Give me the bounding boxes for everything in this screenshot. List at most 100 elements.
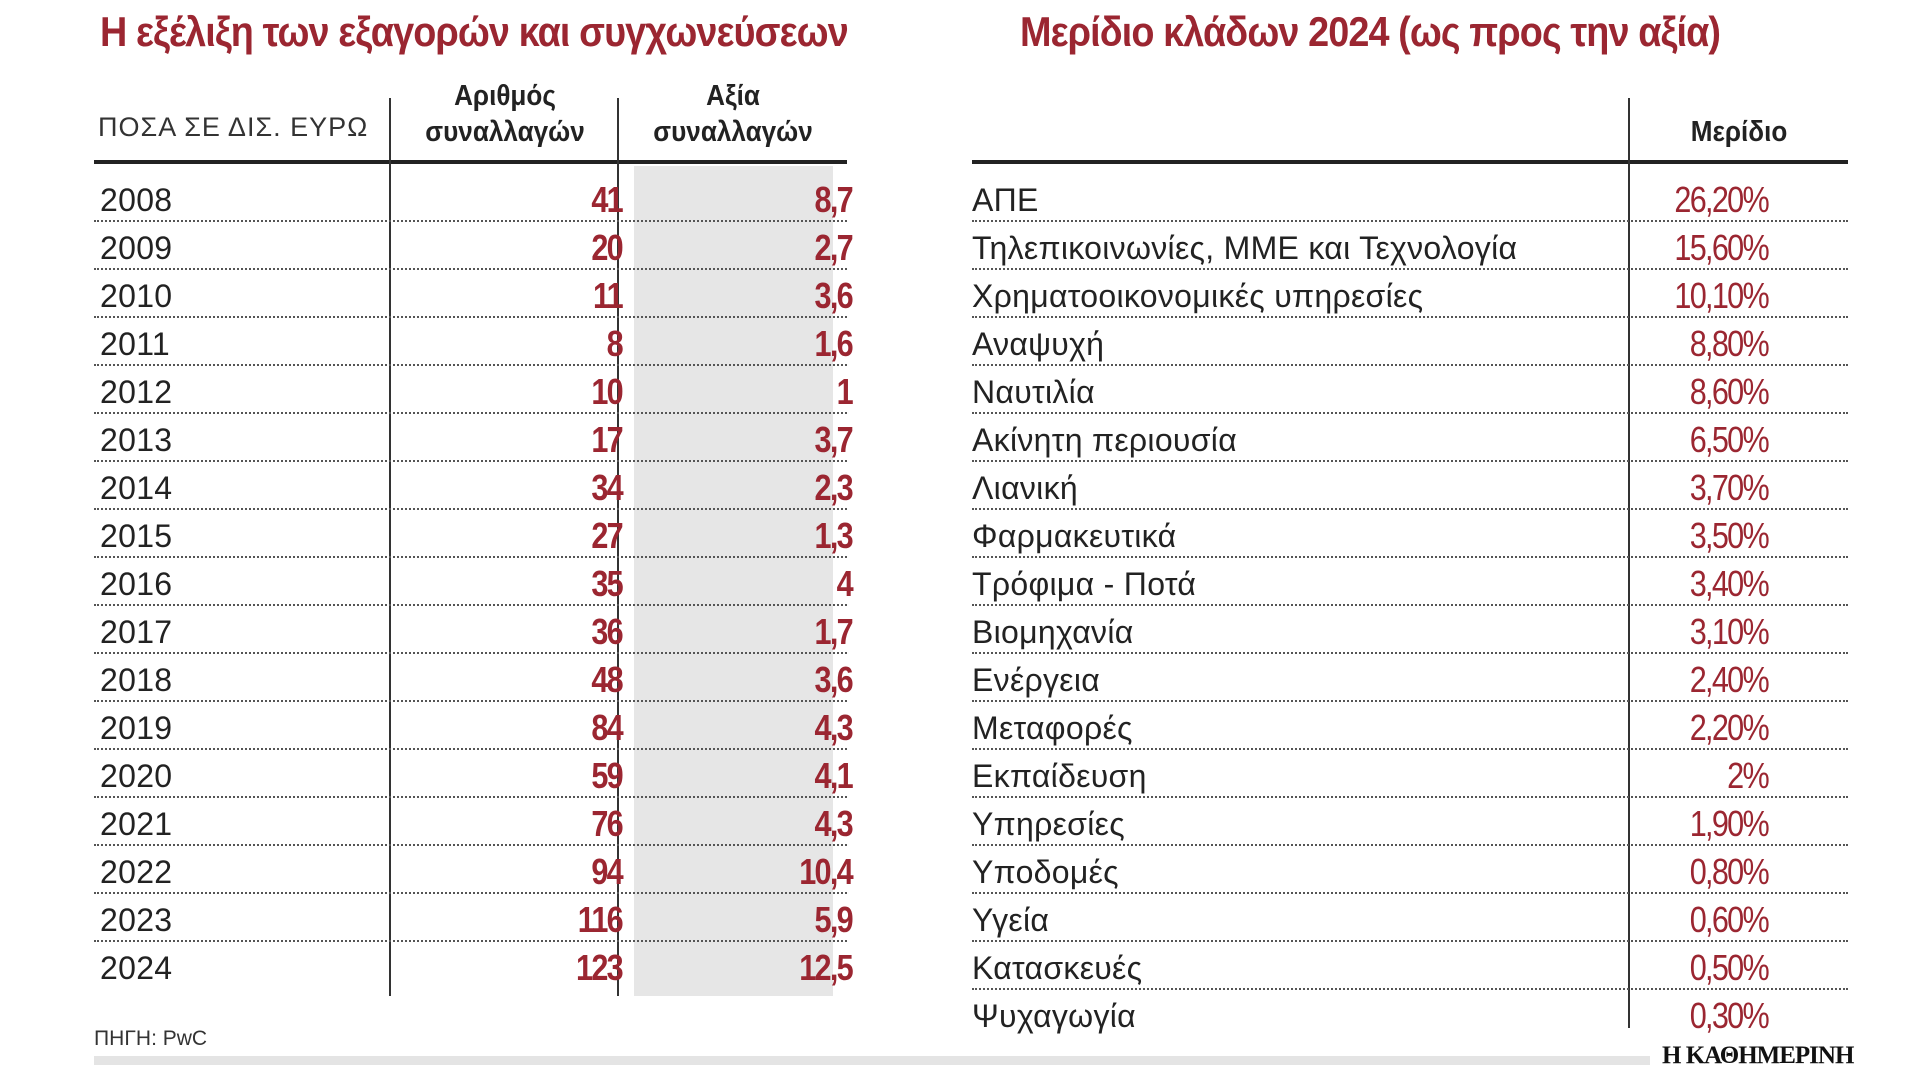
table-row: 2008 41 8,7 [94,174,854,222]
share-cell: 3,50% [1689,515,1770,556]
count-cell: 84 [591,707,623,748]
value-cell: 1,3 [814,515,854,556]
year-cell: 2016 [100,566,173,602]
value-cell: 3,6 [814,659,854,700]
left-divider-1 [389,98,391,996]
count-cell: 8 [606,323,624,364]
value-cell: 2,7 [814,227,854,268]
table-row: 2014 34 2,3 [94,462,854,510]
left-table-title: Η εξέλιξη των εξαγορών και συγχωνεύσεων [100,8,849,55]
table-row: 2024 123 12,5 [94,942,854,990]
table-row: 2016 35 4 [94,558,854,606]
sector-cell: Φαρμακευτικά [972,518,1177,554]
table-row: 2022 94 10,4 [94,846,854,894]
right-header-rule [972,160,1848,164]
table-row: Ακίνητη περιουσία 6,50% [972,414,1848,462]
unit-label: ΠΟΣΑ ΣΕ ΔΙΣ. ΕΥΡΩ [98,112,369,142]
sector-cell: Αναψυχή [972,326,1105,362]
column-header-count: Αριθμός συναλλαγών [403,78,606,150]
count-cell: 41 [591,179,623,220]
year-cell: 2017 [100,614,173,650]
table-row: 2011 8 1,6 [94,318,854,366]
value-cell: 1,7 [814,611,854,652]
sector-cell: Ψυχαγωγία [972,998,1136,1034]
share-cell: 2,40% [1689,659,1770,700]
year-cell: 2012 [100,374,173,410]
value-cell: 10,4 [799,851,853,892]
column-header-count-line1: Αριθμός [454,80,556,112]
table-row: 2021 76 4,3 [94,798,854,846]
table-row: Τηλεπικοινωνίες, ΜΜΕ και Τεχνολογία 15,60… [972,222,1848,270]
table-row: Υπηρεσίες 1,90% [972,798,1848,846]
count-cell: 20 [591,227,623,268]
table-row: Ενέργεια 2,40% [972,654,1848,702]
sector-cell: Υπηρεσίες [972,806,1125,842]
year-cell: 2021 [100,806,173,842]
table-row: Αναψυχή 8,80% [972,318,1848,366]
table-row: Κατασκευές 0,50% [972,942,1848,990]
count-cell: 59 [591,755,623,796]
count-cell: 10 [591,371,623,412]
table-row: Χρηματοοικονομικές υπηρεσίες 10,10% [972,270,1848,318]
count-cell: 48 [591,659,623,700]
year-cell: 2023 [100,902,173,938]
table-row: 2018 48 3,6 [94,654,854,702]
sector-cell: Υποδομές [972,854,1119,890]
table-row: Φαρμακευτικά 3,50% [972,510,1848,558]
count-cell: 11 [593,275,624,316]
table-row: 2019 84 4,3 [94,702,854,750]
sector-cell: Βιομηχανία [972,614,1134,650]
column-header-share: Μερίδιο [1690,116,1788,148]
value-cell: 3,6 [814,275,854,316]
value-cell: 1 [836,371,854,412]
count-cell: 35 [591,563,623,604]
table-row: Υγεία 0,60% [972,894,1848,942]
table-row: Υποδομές 0,80% [972,846,1848,894]
count-cell: 116 [577,899,624,940]
table-row: Λιανική 3,70% [972,462,1848,510]
share-cell: 26,20% [1674,179,1769,220]
sector-cell: Τρόφιμα - Ποτά [972,566,1197,602]
share-cell: 0,50% [1689,947,1770,988]
count-cell: 34 [591,467,623,508]
share-cell: 2,20% [1689,707,1770,748]
table-row: Μεταφορές 2,20% [972,702,1848,750]
share-cell: 0,80% [1689,851,1770,892]
right-table-title: Μερίδιο κλάδων 2024 (ως προς την αξία) [1020,8,1721,55]
sector-cell: Υγεία [972,902,1050,938]
year-cell: 2019 [100,710,173,746]
value-cell: 4,1 [814,755,854,796]
table-row: Εκπαίδευση 2% [972,750,1848,798]
table-row: 2010 11 3,6 [94,270,854,318]
year-cell: 2022 [100,854,173,890]
share-cell: 15,60% [1674,227,1769,268]
table-row: ΑΠΕ 26,20% [972,174,1848,222]
sector-cell: Χρηματοοικονομικές υπηρεσίες [972,278,1424,314]
sector-cell: Ενέργεια [972,662,1101,698]
year-cell: 2024 [100,950,173,986]
share-cell: 8,80% [1689,323,1770,364]
footer-bar [94,1056,1650,1065]
year-cell: 2008 [100,182,173,218]
year-cell: 2010 [100,278,173,314]
share-cell: 3,40% [1689,563,1770,604]
count-cell: 123 [576,947,624,988]
year-cell: 2014 [100,470,173,506]
sector-cell: Κατασκευές [972,950,1143,986]
share-cell: 3,70% [1689,467,1770,508]
value-cell: 4,3 [814,803,854,844]
sector-cell: Εκπαίδευση [972,758,1147,794]
share-cell: 0,60% [1689,899,1770,940]
count-cell: 36 [591,611,623,652]
table-row: Ναυτιλία 8,60% [972,366,1848,414]
left-header-rule [94,160,847,164]
table-row: 2009 20 2,7 [94,222,854,270]
value-cell: 2,3 [814,467,854,508]
value-cell: 12,5 [799,947,853,988]
value-cell: 4,3 [814,707,854,748]
table-row: 2012 10 1 [94,366,854,414]
year-cell: 2011 [100,326,171,362]
count-cell: 27 [591,515,623,556]
column-header-value-line2: συναλλαγών [653,116,813,148]
sector-cell: Λιανική [972,470,1078,506]
